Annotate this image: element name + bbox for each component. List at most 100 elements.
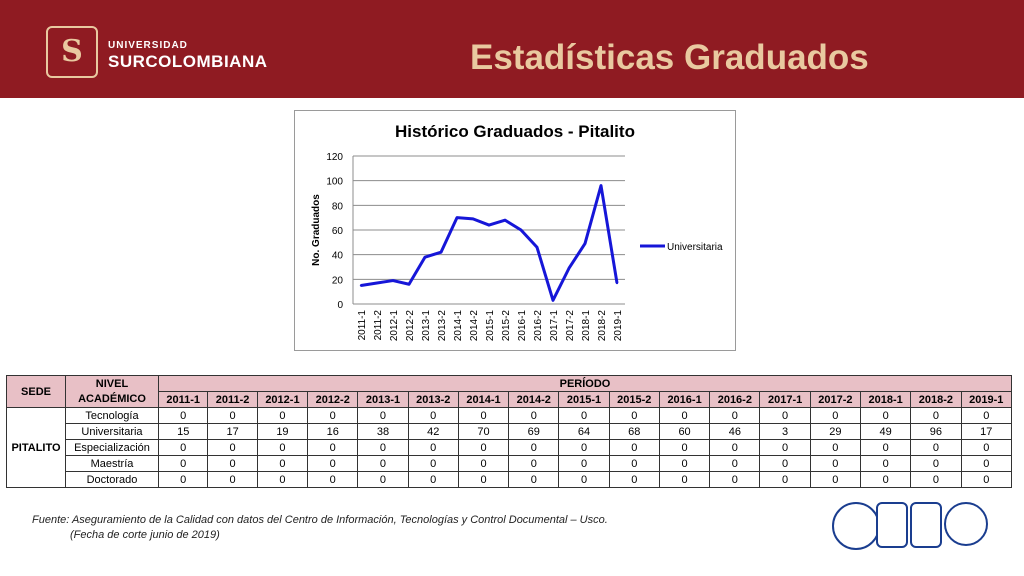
period-header: 2014-1 — [457, 391, 510, 408]
value-cell: 0 — [407, 439, 459, 456]
nivel-cell: Doctorado — [65, 471, 159, 488]
y-tick-label: 40 — [332, 251, 344, 262]
period-header: 2011-1 — [157, 391, 209, 408]
source-line-2: (Fecha de corte junio de 2019) — [70, 529, 220, 541]
value-cell: 0 — [960, 471, 1013, 488]
iqnet-certification-icon — [944, 502, 988, 546]
value-cell: 0 — [859, 455, 912, 472]
period-header: 2018-1 — [859, 391, 912, 408]
x-tick-label: 2019-1 — [613, 310, 624, 342]
data-point — [519, 228, 523, 232]
data-point — [583, 242, 587, 245]
y-axis-label: No. Graduados — [311, 194, 322, 266]
value-cell: 0 — [508, 471, 560, 488]
nivel-cell: Universitaria — [65, 423, 159, 440]
data-point — [407, 283, 411, 286]
x-tick-label: 2014-1 — [453, 310, 464, 342]
data-point — [615, 281, 619, 285]
university-logo: S UNIVERSIDAD SURCOLOMBIANA — [46, 26, 276, 78]
y-tick-label: 100 — [326, 177, 343, 188]
value-cell: 0 — [357, 455, 409, 472]
value-cell: 0 — [910, 471, 962, 488]
value-cell: 68 — [608, 423, 660, 440]
period-header: 2015-2 — [608, 391, 660, 408]
value-cell: 0 — [457, 471, 510, 488]
source-note: Fuente: Aseguramiento de la Calidad con … — [32, 513, 608, 543]
x-tick-label: 2012-1 — [389, 310, 400, 342]
header-periodo: PERÍODO — [158, 375, 1012, 392]
value-cell: 0 — [960, 407, 1013, 424]
period-header: 2015-1 — [558, 391, 610, 408]
x-tick-label: 2013-1 — [421, 310, 432, 342]
x-tick-label: 2015-2 — [501, 310, 512, 342]
period-header: 2018-2 — [910, 391, 962, 408]
legend-label: Universitaria — [667, 242, 723, 253]
value-cell: 0 — [608, 439, 660, 456]
iso-certification-icon — [910, 502, 942, 548]
value-cell: 0 — [256, 455, 309, 472]
logo-text-big: SURCOLOMBIANA — [108, 52, 268, 71]
value-cell: 0 — [256, 471, 309, 488]
y-tick-label: 0 — [337, 300, 343, 311]
colombia-seal-icon — [832, 502, 880, 550]
graduates-table: SEDE NIVEL PERÍODO ACADÉMICO 2011-1 2011-… — [6, 375, 1013, 488]
value-cell: 38 — [357, 423, 409, 440]
value-cell: 60 — [658, 423, 711, 440]
x-tick-label: 2012-2 — [405, 310, 416, 342]
value-cell: 15 — [157, 423, 209, 440]
period-header: 2019-1 — [960, 391, 1013, 408]
value-cell: 0 — [759, 455, 811, 472]
value-cell: 0 — [658, 455, 711, 472]
value-cell: 0 — [910, 407, 962, 424]
value-cell: 69 — [508, 423, 560, 440]
header-nivel-1: NIVEL — [65, 375, 159, 392]
value-cell: 0 — [608, 407, 660, 424]
nivel-cell: Especialización — [65, 439, 159, 456]
x-tick-label: 2013-2 — [437, 310, 448, 342]
period-header: 2017-2 — [809, 391, 862, 408]
value-cell: 0 — [357, 439, 409, 456]
y-tick-label: 80 — [332, 201, 344, 212]
value-cell: 16 — [307, 423, 359, 440]
logo-text-small: UNIVERSIDAD — [108, 40, 188, 51]
value-cell: 0 — [207, 455, 258, 472]
value-cell: 0 — [759, 471, 811, 488]
table-row: Especialización 0 0 0 0 0 0 0 0 0 0 0 0 0 0 0 0 0 — [7, 439, 1013, 456]
value-cell: 96 — [910, 423, 962, 440]
value-cell: 0 — [508, 455, 560, 472]
value-cell: 0 — [709, 407, 761, 424]
value-cell: 0 — [709, 455, 761, 472]
data-point — [359, 284, 363, 287]
x-tick-label: 2017-1 — [549, 310, 560, 342]
value-cell: 0 — [960, 455, 1013, 472]
value-cell: 17 — [960, 423, 1013, 440]
value-cell: 0 — [307, 439, 359, 456]
y-tick-label: 20 — [332, 275, 344, 286]
line-chart: Histórico Graduados - Pitalito 0 20 40 60 80 1… — [311, 122, 723, 342]
x-tick-label: 2018-2 — [597, 310, 608, 342]
source-line-1: Fuente: Aseguramiento de la Calidad con … — [32, 514, 608, 526]
data-point — [551, 299, 555, 302]
value-cell: 0 — [658, 439, 711, 456]
value-cell: 0 — [457, 407, 510, 424]
period-header: 2016-1 — [658, 391, 711, 408]
value-cell: 0 — [307, 471, 359, 488]
x-tick-label: 2018-1 — [581, 310, 592, 342]
y-tick-label: 60 — [332, 226, 344, 237]
value-cell: 0 — [759, 407, 811, 424]
header-nivel-2: ACADÉMICO — [65, 391, 159, 408]
nivel-cell: Tecnología — [65, 407, 159, 424]
value-cell: 0 — [207, 439, 258, 456]
value-cell: 3 — [759, 423, 811, 440]
value-cell: 0 — [558, 407, 610, 424]
value-cell: 49 — [859, 423, 912, 440]
value-cell: 0 — [508, 407, 560, 424]
value-cell: 0 — [457, 439, 510, 456]
page-title: Estadísticas Graduados — [470, 38, 869, 77]
data-point — [535, 246, 539, 249]
university-emblem-icon: S — [46, 26, 98, 78]
value-cell: 0 — [508, 439, 560, 456]
value-cell: 0 — [859, 407, 912, 424]
data-point — [567, 267, 571, 270]
value-cell: 0 — [157, 407, 209, 424]
